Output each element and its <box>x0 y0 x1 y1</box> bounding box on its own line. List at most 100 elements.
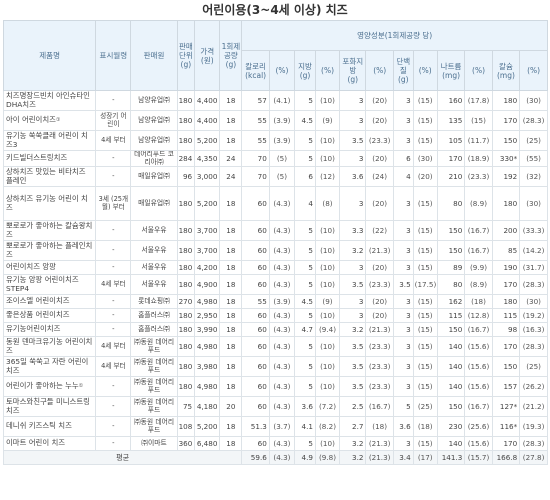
cell-serving: 18 <box>219 90 243 111</box>
cell-sat-pct: (23.3) <box>365 274 394 296</box>
cell-seller: ㈜동원 데어리푸드 <box>130 416 178 438</box>
cell-price: 5,200 <box>194 130 221 151</box>
cell-cal-pct: (4.3) <box>268 376 296 398</box>
header-nutrient-unit: (mg) <box>497 70 515 80</box>
cell-label-age: 4세 부터 <box>95 356 132 378</box>
average-ca: 166.8 <box>491 450 521 466</box>
cell-price: 3,000 <box>194 166 221 188</box>
cell-pro: 3.6 <box>392 416 414 438</box>
cell-na: 105 <box>436 130 466 151</box>
cell-ca-pct: (31.7) <box>519 260 548 276</box>
table-row: 좋은상품 어린이치즈 - 홈플러스㈜ 180 2,950 18 60 (4.3) 5 (10) 3(… <box>2 308 548 324</box>
cell-sat: 3 <box>339 308 367 324</box>
cell-ca: 85 <box>491 240 521 262</box>
cell-price: 4,180 <box>194 396 221 418</box>
cell-label-age: - <box>95 260 132 276</box>
cell-fat-pct: (10) <box>314 274 341 296</box>
header-nutrient-unit: (g) <box>299 70 311 80</box>
cell-unit: 360 <box>176 436 196 452</box>
cell-unit: 180 <box>176 130 196 151</box>
cell-sat-pct: (18) <box>365 416 394 438</box>
cell-na-pct: (11.7) <box>464 130 493 151</box>
cell-ca: 200 <box>491 220 521 242</box>
cell-sat-pct: (22) <box>365 220 394 242</box>
cell-pro: 3 <box>392 90 414 111</box>
cell-label-age: - <box>95 308 132 324</box>
average-fat-pct: (9.8) <box>314 450 341 466</box>
cell-fat: 5 <box>294 308 316 324</box>
cell-pro: 3.5 <box>392 274 414 296</box>
cell-pro-pct: (20) <box>412 166 438 188</box>
cell-pro-pct: (17.5) <box>412 274 438 296</box>
cell-pro: 6 <box>392 149 414 168</box>
header-name: 제품명 <box>2 20 97 91</box>
cell-unit: 270 <box>176 294 196 310</box>
cell-product-name: 상하치즈 맛있는 비타치즈 플레인 <box>2 166 97 188</box>
cell-fat-pct: (10) <box>314 130 341 151</box>
average-pro: 3.4 <box>392 450 414 466</box>
cell-fat-pct: (10) <box>314 220 341 242</box>
average-na: 141.3 <box>436 450 466 466</box>
cell-fat-pct: (8.2) <box>314 416 341 438</box>
cell-price: 4,350 <box>194 149 221 168</box>
cell-serving: 18 <box>219 376 243 398</box>
cell-unit: 75 <box>176 396 196 418</box>
average-na-pct: (15.7) <box>464 450 493 466</box>
cell-na-pct: (18.9) <box>464 149 493 168</box>
cell-fat-pct: (9.4) <box>314 322 341 338</box>
cell-ca-pct: (33.3) <box>519 220 548 242</box>
cell-price: 4,200 <box>194 260 221 276</box>
cell-pro: 3 <box>392 130 414 151</box>
header-seller: 판매원 <box>130 20 178 91</box>
cell-unit: 180 <box>176 240 196 262</box>
cell-cal: 60 <box>241 356 270 378</box>
cell-ca-pct: (19.3) <box>519 416 548 438</box>
cell-na-pct: (12.8) <box>464 308 493 324</box>
cell-na-pct: (9.9) <box>464 260 493 276</box>
header-nutrient-name: 나트륨 <box>440 61 462 71</box>
average-sat-pct: (21.3) <box>365 450 394 466</box>
cell-sat-pct: (21.3) <box>365 436 394 452</box>
cell-sat: 3 <box>339 90 367 111</box>
cell-pro-pct: (15) <box>412 294 438 310</box>
cell-sat: 3 <box>339 110 367 131</box>
cell-sat-pct: (21.3) <box>365 240 394 262</box>
cell-ca: 127* <box>491 396 521 418</box>
cell-fat-pct: (10) <box>314 376 341 398</box>
cell-na: 80 <box>436 274 466 296</box>
cell-na: 150 <box>436 240 466 262</box>
cell-ca: 150 <box>491 356 521 378</box>
table-row: 상하치즈 유기농 어린이 치즈 3세 (25개월) 부터 매일유업㈜ 180 5,200… <box>2 186 548 222</box>
table-row: 키드빌더스트링치즈 - 데어리푸드 코리아㈜ 284 4,350 24 70 (5) 5 (10)… <box>2 149 548 168</box>
cell-ca: 115 <box>491 308 521 324</box>
cell-cal-pct: (5) <box>268 166 296 188</box>
cell-unit: 180 <box>176 220 196 242</box>
cell-label-age: - <box>95 220 132 242</box>
header-nutrient-value: 칼슘 (mg) <box>491 50 521 91</box>
cell-na: 140 <box>436 376 466 398</box>
cell-sat-pct: (23.3) <box>365 336 394 358</box>
header-nutrient-name: 단백질 <box>396 57 411 75</box>
cell-ca: 330* <box>491 149 521 168</box>
cell-sat-pct: (23.3) <box>365 376 394 398</box>
cell-cal-pct: (4.1) <box>268 90 296 111</box>
header-nutrient-pct: (%) <box>365 50 394 91</box>
cell-ca: 170 <box>491 436 521 452</box>
table-body: 치즈명장드빈치 아인슈타인 DHA치즈 - 남양유업㈜ 180 4,400 18 57 (4.… <box>2 90 548 466</box>
cell-sat: 3.5 <box>339 336 367 358</box>
cell-unit: 180 <box>176 260 196 276</box>
cell-serving: 24 <box>219 166 243 188</box>
average-row: 평균 59.6 (4.3) 4.9 (9.8) 3.2 (21.3) 3.4 (17) 141.3… <box>2 450 548 466</box>
cell-pro-pct: (18) <box>412 416 438 438</box>
cell-fat: 5 <box>294 240 316 262</box>
cell-product-name: 상하치즈 유기농 어린이 치즈 <box>2 186 97 222</box>
cell-sat-pct: (20) <box>365 149 394 168</box>
cell-sat-pct: (16.7) <box>365 396 394 418</box>
footnote-mark: ① <box>55 117 61 124</box>
average-sat: 3.2 <box>339 450 367 466</box>
cell-unit: 180 <box>176 356 196 378</box>
cell-label-age: 성장기 어린이 <box>95 110 132 131</box>
cell-na-pct: (16.7) <box>464 240 493 262</box>
cell-sat-pct: (21.3) <box>365 322 394 338</box>
average-label: 평균 <box>2 450 243 466</box>
